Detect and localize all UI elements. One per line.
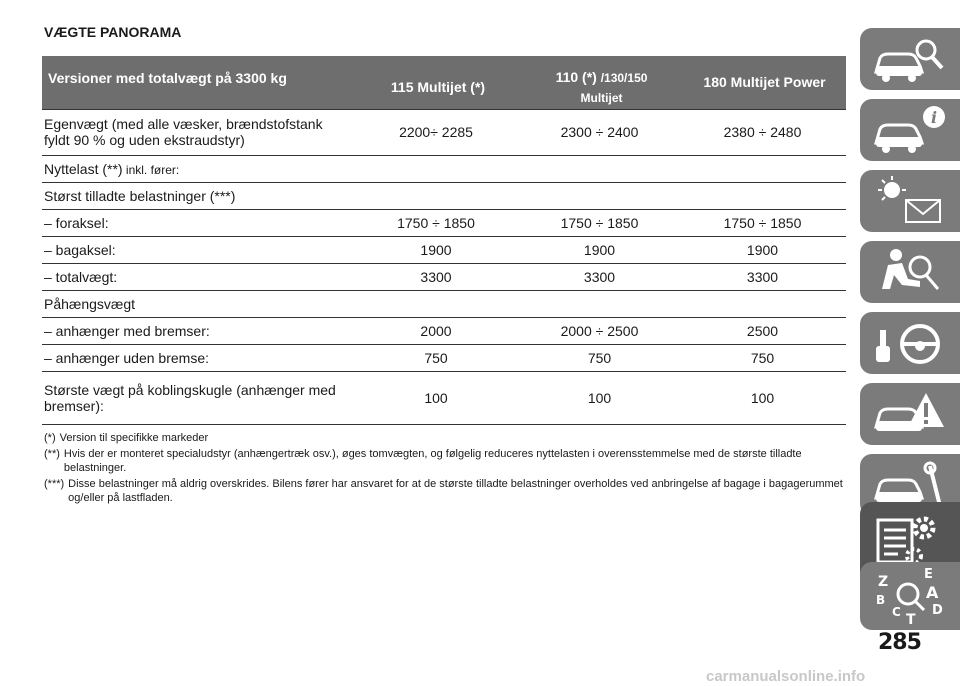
table-row: Størst tilladte belastninger (***) — [42, 182, 846, 210]
footnote-mark: (***) — [44, 478, 65, 490]
svg-text:i: i — [931, 108, 937, 127]
row-value: 1750 ÷ 1850 — [356, 209, 520, 237]
index-letter: A — [926, 583, 939, 602]
row-value: 2000 ÷ 2500 — [520, 317, 683, 345]
row-value: 1750 ÷ 1850 — [520, 209, 683, 237]
footnote-mark: (**) — [44, 448, 60, 460]
car-info-icon: i — [874, 106, 945, 153]
footnote-text: Disse belastninger må aldrig overskrides… — [68, 478, 843, 504]
table-row: – bagaksel: 1900 1900 1900 — [42, 236, 846, 264]
weights-table: Versioner med totalvægt på 3300 kg 115 M… — [42, 56, 846, 425]
row-value: 2300 ÷ 2400 — [520, 108, 683, 156]
tab-in-emergency[interactable] — [860, 383, 960, 445]
index-letter: D — [932, 603, 943, 618]
row-value: 1750 ÷ 1850 — [683, 209, 846, 237]
row-value: 750 — [520, 344, 683, 372]
page-number: 285 — [878, 630, 922, 655]
table-row: – anhænger uden bremse: 750 750 750 — [42, 344, 846, 372]
row-label: Største vægt på koblingskugle (anhænger … — [42, 371, 356, 425]
row-label: – foraksel: — [42, 209, 356, 237]
alphabetical-index-icon: Z E B A C D T — [876, 567, 943, 626]
tab-knowing-vehicle[interactable] — [860, 28, 960, 90]
row-value — [683, 290, 846, 318]
tab-safety-warnings[interactable] — [860, 170, 960, 232]
row-value: 100 — [683, 371, 846, 425]
tab-index[interactable]: Z E B A C D T — [860, 562, 960, 630]
car-emergency-icon — [874, 393, 944, 431]
index-letter: E — [924, 567, 933, 582]
row-value: 3300 — [520, 263, 683, 291]
airbag-safety-icon — [882, 249, 940, 290]
row-value: 2000 — [356, 317, 520, 345]
row-value: 2200÷ 2285 — [356, 108, 520, 156]
row-label: Størst tilladte belastninger (***) — [42, 182, 356, 210]
row-value: 1900 — [520, 236, 683, 264]
table-row: – foraksel: 1750 ÷ 1850 1750 ÷ 1850 1750… — [42, 209, 846, 237]
table-row: – totalvægt: 3300 3300 3300 — [42, 263, 846, 291]
header-versions: Versioner med totalvægt på 3300 kg — [42, 56, 356, 109]
tab-knowing-instrument-panel[interactable]: i — [860, 99, 960, 161]
warning-lights-icon — [878, 176, 941, 223]
footnote: (*) Version til specifikke markeder — [44, 431, 844, 445]
row-value — [683, 182, 846, 210]
row-label: – bagaksel: — [42, 236, 356, 264]
row-value: 1900 — [683, 236, 846, 264]
row-value: 3300 — [356, 263, 520, 291]
row-value: 2380 ÷ 2480 — [683, 108, 846, 156]
row-value: 1900 — [356, 236, 520, 264]
car-maintenance-icon — [874, 461, 942, 508]
footnote-mark: (*) — [44, 432, 56, 444]
row-label: Nyttelast (**) inkl. fører: — [42, 155, 356, 183]
tab-safety[interactable] — [860, 241, 960, 303]
index-letter: C — [892, 605, 901, 619]
row-value: 100 — [520, 371, 683, 425]
header-115-multijet: 115 Multijet (*) — [356, 56, 520, 109]
index-letter: T — [906, 612, 916, 626]
row-label: – anhænger med bremser: — [42, 317, 356, 345]
footnote: (**) Hvis der er monteret specialudstyr … — [44, 447, 844, 475]
row-label: Egenvægt (med alle væsker, brændstofstan… — [42, 108, 356, 156]
table-row: Nyttelast (**) inkl. fører: — [42, 155, 846, 183]
steering-wheel-key-icon — [876, 324, 940, 364]
row-label: – anhænger uden bremse: — [42, 344, 356, 372]
row-value: 2500 — [683, 317, 846, 345]
row-value: 750 — [683, 344, 846, 372]
index-letter: Z — [878, 574, 888, 590]
row-value — [356, 182, 520, 210]
row-label: – totalvægt: — [42, 263, 356, 291]
footnote: (***) Disse belastninger må aldrig overs… — [44, 477, 844, 505]
row-label: Påhængsvægt — [42, 290, 356, 318]
tab-starting-driving[interactable] — [860, 312, 960, 374]
footnote-text: Version til specifikke markeder — [59, 432, 209, 444]
table-row: Egenvægt (med alle væsker, brændstofstan… — [42, 108, 846, 156]
row-value — [683, 155, 846, 183]
table-row: Påhængsvægt — [42, 290, 846, 318]
car-search-icon — [874, 39, 944, 82]
row-value — [356, 290, 520, 318]
row-value: 750 — [356, 344, 520, 372]
footnote-text: Hvis der er monteret specialudstyr (anhæ… — [63, 448, 802, 474]
row-value — [520, 182, 683, 210]
footnotes: (*) Version til specifikke markeder (**)… — [44, 431, 844, 507]
index-letter: B — [876, 593, 885, 607]
table-header-row: Versioner med totalvægt på 3300 kg 115 M… — [42, 56, 846, 109]
row-value: 3300 — [683, 263, 846, 291]
header-180-multijet-power: 180 Multijet Power — [683, 56, 846, 109]
watermark: carmanualsonline.info — [706, 668, 866, 685]
header-110-130-150-multijet: 110 (*) /130/150 Multijet — [520, 56, 683, 109]
row-value: 100 — [356, 371, 520, 425]
row-value — [520, 155, 683, 183]
section-title: VÆGTE PANORAMA — [44, 24, 182, 40]
row-value — [520, 290, 683, 318]
table-row: – anhænger med bremser: 2000 2000 ÷ 2500… — [42, 317, 846, 345]
table-row: Største vægt på koblingskugle (anhænger … — [42, 371, 846, 425]
row-value — [356, 155, 520, 183]
